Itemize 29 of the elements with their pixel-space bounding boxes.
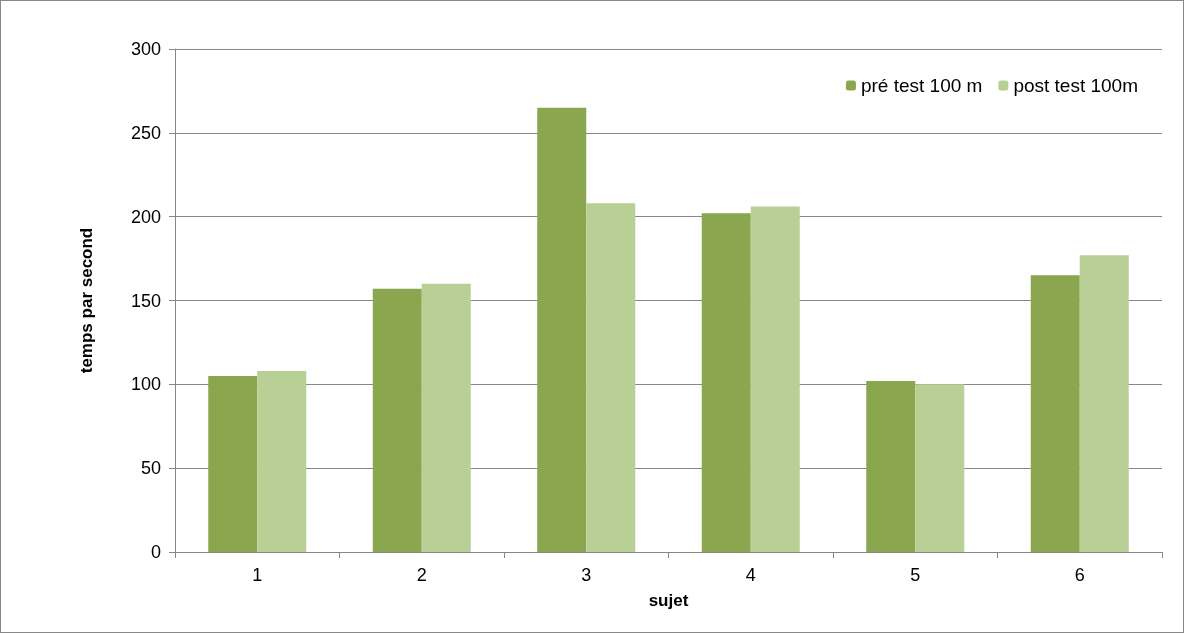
y-tick-label: 50 bbox=[140, 458, 161, 479]
bar bbox=[701, 213, 751, 552]
y-tick-label: 150 bbox=[130, 290, 161, 311]
x-tick-label: 6 bbox=[1074, 565, 1085, 585]
bar bbox=[208, 375, 258, 552]
bar bbox=[421, 283, 471, 552]
x-axis-title: sujet bbox=[648, 591, 689, 610]
y-tick-label: 200 bbox=[130, 206, 161, 227]
x-tick-label: 1 bbox=[252, 565, 263, 585]
y-tick-label: 300 bbox=[130, 39, 161, 59]
y-tick-label: 100 bbox=[130, 374, 161, 395]
x-tick-label: 5 bbox=[910, 565, 921, 585]
y-tick-label: 0 bbox=[150, 542, 161, 562]
bar bbox=[257, 370, 307, 552]
legend-label: pré test 100 m bbox=[860, 75, 983, 96]
y-axis-title: temps par second bbox=[77, 227, 96, 374]
bar bbox=[537, 107, 587, 552]
bar bbox=[866, 380, 916, 552]
x-tick-label: 4 bbox=[745, 565, 756, 585]
bar bbox=[750, 206, 800, 552]
bar bbox=[1079, 255, 1129, 552]
bar bbox=[586, 203, 636, 552]
bar bbox=[915, 384, 965, 552]
y-tick-label: 250 bbox=[130, 122, 161, 143]
x-tick-label: 2 bbox=[416, 565, 427, 585]
legend-label: post test 100m bbox=[1013, 75, 1138, 96]
bar bbox=[372, 288, 422, 552]
bar bbox=[1030, 275, 1080, 552]
x-tick-label: 3 bbox=[581, 565, 592, 585]
